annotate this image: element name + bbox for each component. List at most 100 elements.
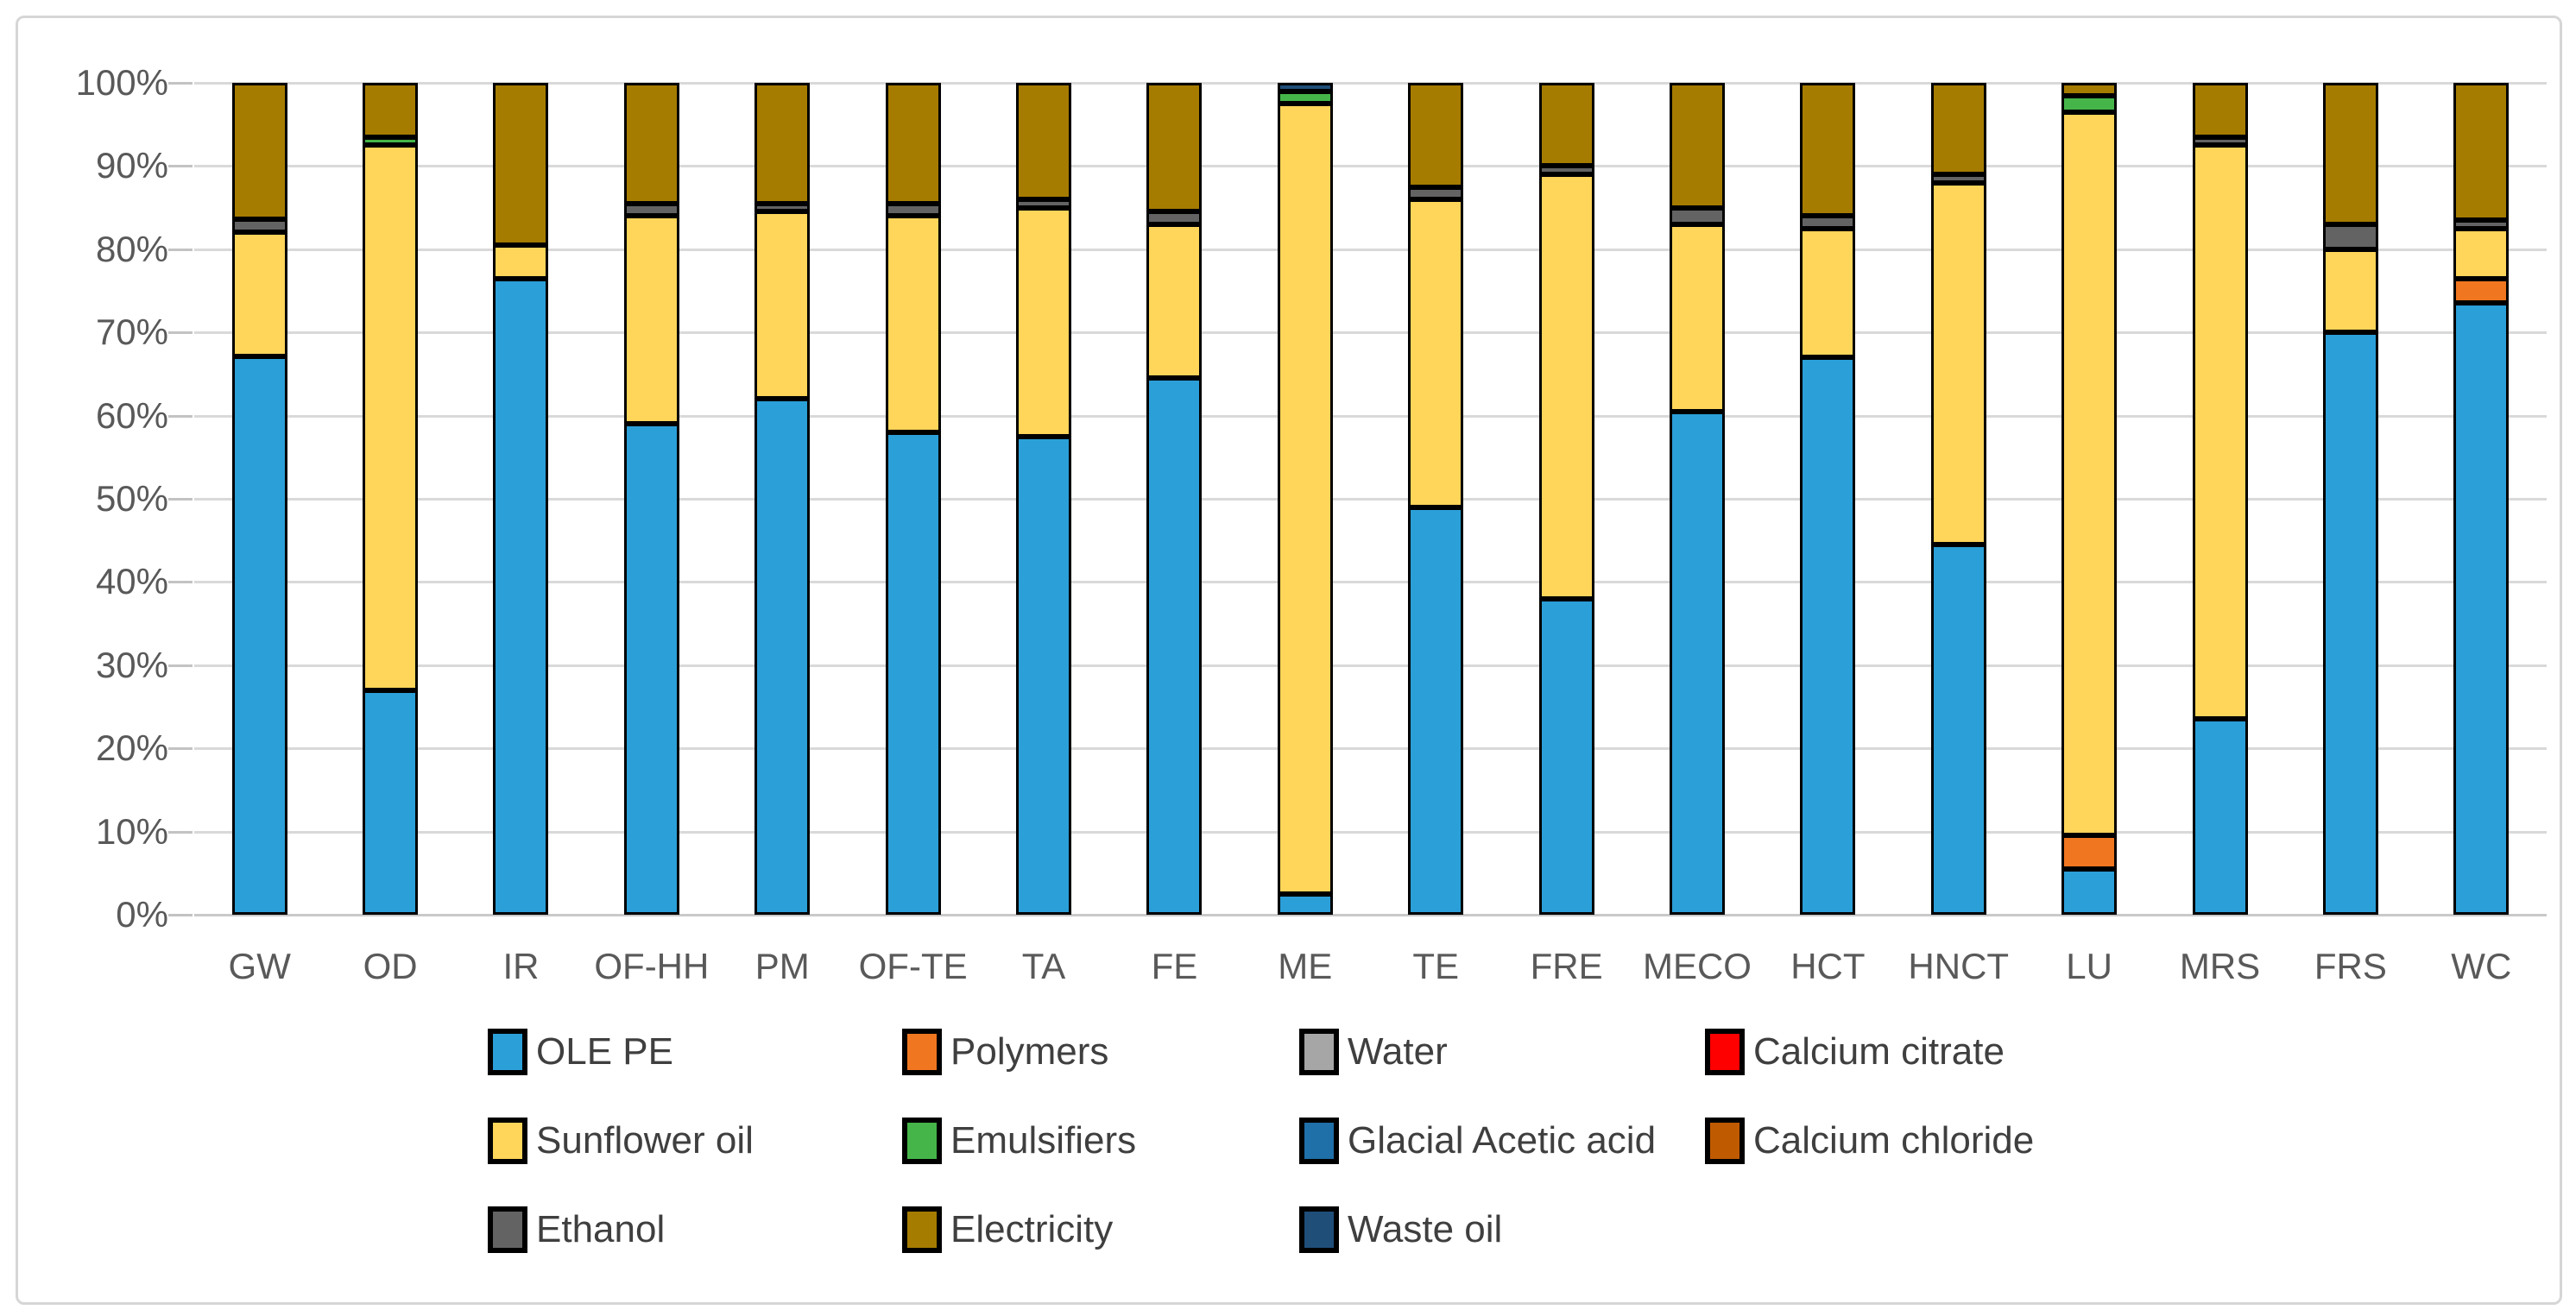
segment-FRE-Ethanol <box>1538 166 1594 175</box>
y-axis-label-100%: 100% <box>75 62 168 103</box>
bar-slot-GW <box>194 83 325 915</box>
legend-label: Emulsifiers <box>950 1119 1137 1162</box>
bar-slot-PM <box>717 83 848 915</box>
x-axis-label-LU: LU <box>2066 946 2112 986</box>
segment-OF-TE-Electricity <box>885 83 941 204</box>
segment-HCT-Ethanol <box>1800 216 1856 229</box>
segment-MRS-Ethanol <box>2192 136 2248 146</box>
legend-swatch-OLE-PE <box>488 1029 527 1075</box>
x-axis-label-OF-TE: OF-TE <box>858 946 968 986</box>
legend-item-Electricity: Electricity <box>902 1206 1113 1253</box>
y-tick <box>168 581 193 584</box>
gridline-90% <box>194 165 2547 168</box>
legend-label: Glacial Acetic acid <box>1348 1119 1657 1162</box>
segment-ME-Emulsifiers <box>1277 91 1333 104</box>
bar-HNCT <box>1930 83 1986 915</box>
segment-MRS-Electricity <box>2192 83 2248 137</box>
bar-slot-LU <box>2024 83 2154 915</box>
bar-slot-OF-TE <box>848 83 978 915</box>
y-axis-label-90%: 90% <box>95 145 168 186</box>
legend-label: Calcium citrate <box>1753 1030 2005 1073</box>
legend-item-Waste-oil: Waste oil <box>1299 1206 1502 1253</box>
bar-slot-MECO <box>1632 83 1762 915</box>
segment-OF-HH-Electricity <box>623 83 679 204</box>
legend-label: Calcium chloride <box>1753 1119 2035 1162</box>
y-axis-label-0%: 0% <box>116 894 168 935</box>
gridline-80% <box>194 248 2547 251</box>
segment-HNCT-OLE-PE <box>1930 545 1986 915</box>
gridline-60% <box>194 414 2547 418</box>
x-axis-label-TE: TE <box>1412 946 1460 986</box>
bar-slot-FRS <box>2285 83 2415 915</box>
segment-MECO-Ethanol <box>1669 207 1725 224</box>
legend-item-Polymers: Polymers <box>902 1029 1108 1075</box>
bar-MECO <box>1669 83 1725 915</box>
bar-slot-OD <box>325 83 455 915</box>
x-axis-label-OD: OD <box>363 946 418 986</box>
legend-label: Electricity <box>950 1208 1114 1250</box>
segment-ME-OLE-PE <box>1277 893 1333 915</box>
segment-GW-Ethanol <box>231 219 287 232</box>
legend-item-Water: Water <box>1299 1029 1448 1075</box>
segment-WC-Electricity <box>2453 83 2510 221</box>
x-axis-label-MRS: MRS <box>2179 946 2261 986</box>
segment-IR-OLE-PE <box>493 278 549 915</box>
bar-TA <box>1016 83 1072 915</box>
segment-ME-Waste-oil <box>1277 83 1333 91</box>
segment-HCT-OLE-PE <box>1800 357 1856 915</box>
bar-LU <box>2061 83 2118 915</box>
y-tick <box>168 747 193 751</box>
bar-slot-FE <box>1109 83 1240 915</box>
legend-swatch-Electricity <box>902 1206 942 1253</box>
legend-label: Polymers <box>950 1030 1109 1073</box>
bar-FRE <box>1538 83 1594 915</box>
segment-LU-OLE-PE <box>2061 868 2118 915</box>
legend-item-OLE-PE: OLE PE <box>488 1029 673 1075</box>
segment-PM-OLE-PE <box>754 399 811 915</box>
y-axis-label-20%: 20% <box>95 727 168 769</box>
legend-swatch-Polymers <box>902 1029 942 1075</box>
segment-ME-Sunflower-oil <box>1277 104 1333 894</box>
x-axis-label-MECO: MECO <box>1642 946 1752 986</box>
segment-FRS-Electricity <box>2322 83 2378 224</box>
bar-OF-TE <box>885 83 941 915</box>
bar-OD <box>363 83 419 915</box>
segment-IR-Electricity <box>493 83 549 245</box>
bars-row <box>194 83 2547 915</box>
segment-OD-Emulsifiers <box>363 136 419 146</box>
bar-TE <box>1408 83 1464 915</box>
segment-OF-HH-Ethanol <box>623 203 679 217</box>
legend-swatch-Sunflower-oil <box>488 1118 527 1164</box>
segment-HNCT-Ethanol <box>1930 174 1986 183</box>
bar-slot-WC <box>2416 83 2547 915</box>
segment-FE-OLE-PE <box>1146 378 1203 915</box>
x-axis-label-FRE: FRE <box>1530 946 1603 986</box>
y-axis-label-30%: 30% <box>95 644 168 685</box>
y-tick <box>168 914 193 916</box>
x-axis-label-FE: FE <box>1151 946 1198 986</box>
gridline-20% <box>194 747 2547 751</box>
y-axis-label-40%: 40% <box>95 561 168 602</box>
plot-area <box>194 82 2547 916</box>
y-tick <box>168 498 193 501</box>
legend-swatch-Calcium-chloride <box>1705 1118 1745 1164</box>
segment-OD-Sunflower-oil <box>363 145 419 690</box>
x-axis-label-HCT: HCT <box>1790 946 1866 986</box>
bar-slot-ME <box>1240 83 1370 915</box>
segment-LU-Sunflower-oil <box>2061 111 2118 836</box>
segment-FE-Electricity <box>1146 83 1203 212</box>
x-axis-label-WC: WC <box>2451 946 2512 986</box>
gridline-70% <box>194 331 2547 335</box>
bar-slot-MRS <box>2155 83 2285 915</box>
legend-label: Waste oil <box>1348 1208 1503 1250</box>
y-axis-label-50%: 50% <box>95 478 168 519</box>
y-tick <box>168 664 193 667</box>
bar-IR <box>493 83 549 915</box>
x-axis-label-OF-HH: OF-HH <box>594 946 710 986</box>
segment-FRS-Sunflower-oil <box>2322 249 2378 333</box>
legend-swatch-Waste-oil <box>1299 1206 1339 1253</box>
segment-HCT-Electricity <box>1800 83 1856 217</box>
bar-slot-TE <box>1371 83 1501 915</box>
segment-MECO-Sunflower-oil <box>1669 224 1725 412</box>
legend-item-Calcium-citrate: Calcium citrate <box>1705 1029 2005 1075</box>
